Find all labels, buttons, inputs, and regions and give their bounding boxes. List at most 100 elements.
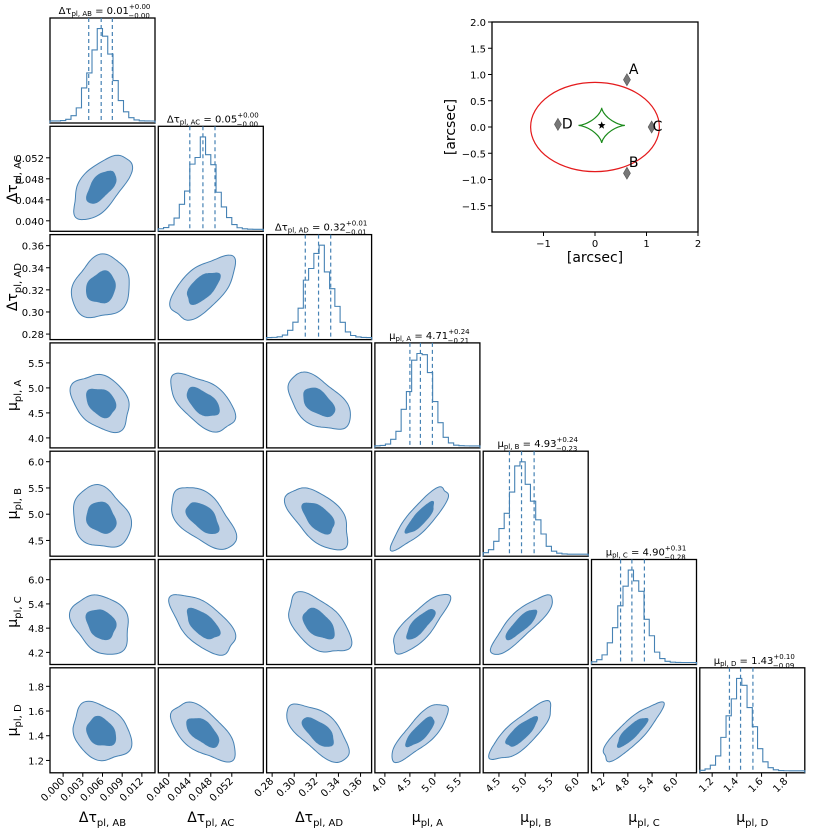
histogram-title-5: μpl, C = 4.90+0.31 −0.28 [606,545,687,562]
contour-panel-6-2 [265,667,373,774]
lens-x-tick-label: 1 [643,239,649,250]
x-tick-label: 5.0 [510,776,529,795]
y-axis-label-3: μpl, A [5,380,24,411]
y-tick-label: 5.4 [28,600,44,611]
x-tick-label: 5.4 [637,776,656,795]
x-tick-label: 4.2 [589,776,608,795]
image-label-A: A [629,62,639,78]
contour-frame [265,667,373,774]
contour-layers [68,594,129,655]
x-tick-label: 0.052 [208,776,236,804]
histogram-frame [157,125,264,232]
contour-panel-3-2 [265,342,373,449]
contour-layers [72,700,133,762]
contour-panel-5-0 [49,558,156,666]
lensed-image-marker [623,166,631,180]
y-axis-label-6: μpl, D [5,704,24,736]
contour-frame [482,667,589,774]
x-tick-label: 4.5 [484,776,503,795]
histogram-panel-3: μpl, A = 4.71+0.24 −0.21 [374,328,481,449]
y-tick-label: 1.8 [28,682,44,693]
contour-panel-2-1 [157,233,264,341]
lens-frame [491,21,699,233]
contour-frame [157,450,264,557]
x-tick-label: 0.32 [297,776,321,800]
histogram-title-6: μpl, D = 1.43+0.10 −0.09 [714,653,795,670]
contour-inner [86,501,117,534]
contour-panel-5-1 [157,558,264,666]
contour-frame [265,450,373,557]
y-tick-label: 4.2 [28,648,44,659]
contour-layers [73,154,134,221]
y-tick-label: 1.6 [28,707,44,718]
y-tick-label: 0.040 [15,217,44,228]
x-tick-label: 0.34 [319,776,343,800]
x-tick-label: 0.30 [275,776,299,800]
contour-layers [286,703,350,763]
contour-panel-3-0 [49,342,156,449]
contour-layers [489,594,553,655]
histogram-title-2: Δτpl, AD = 0.32+0.01 −0.01 [275,220,367,237]
contour-frame [49,558,156,666]
contour-inner [302,607,335,640]
lens-y-tick-label: 0.0 [470,123,486,134]
contour-inner [86,388,117,419]
contour-layers [287,371,351,430]
contour-panel-2-0 [49,233,156,341]
x-axis-label-0: Δτpl, AB [79,810,126,829]
contour-inner [186,386,220,417]
contour-layers [391,704,449,764]
lens-model-panel: A B C D −1 0 1 2 −1.5 −1.0 −0.5 0.0 0.5 1.0 1.5 2.0 [arc… [443,18,701,266]
contour-inner [186,607,221,640]
histogram-panel-1: Δτpl, AC = 0.05+0.00 −0.00 [157,111,264,232]
x-tick-label: 4.0 [370,776,389,795]
contour-frame [482,558,589,666]
contour-inner [616,718,649,748]
image-label-B: B [629,155,639,171]
x-axis-label-1: Δτpl, AC [187,810,234,829]
contour-panel-6-1 [157,667,264,774]
x-axis-label-4: μpl, B [520,810,551,829]
contour-layers [488,699,552,760]
x-tick-label: 4.5 [395,776,414,795]
contour-panel-4-3 [374,450,481,557]
contour-layers [169,254,237,321]
y-axis-label-5: μpl, C [5,596,24,627]
source-star [597,121,606,129]
y-tick-label: 5.5 [28,359,44,370]
contour-frame [590,667,698,774]
y-tick-label: 1.2 [28,756,44,767]
contour-layers [393,593,452,655]
y-axis-label-2: Δτpl, AD [5,263,24,311]
histogram-panel-4: μpl, B = 4.93+0.24 −0.23 [482,436,589,557]
lens-x-tick-label: 0 [592,239,598,250]
histogram-panel-2: Δτpl, AD = 0.32+0.01 −0.01 [265,220,373,341]
y-tick-label: 0.36 [22,242,44,253]
contour-inner [185,502,220,535]
histogram-title-4: μpl, B = 4.93+0.24 −0.23 [497,436,578,453]
contour-panel-5-2 [265,558,373,666]
contour-panel-1-0 [49,125,156,232]
contour-frame [49,233,156,341]
contour-inner [85,609,117,641]
contour-frame [157,342,264,449]
histogram-panel-0: Δτpl, AB = 0.01+0.00 −0.00 [49,3,156,124]
y-tick-label: 4.5 [28,409,44,420]
contour-layers [73,483,133,548]
x-tick-label: 1.2 [697,776,716,795]
contour-layers [70,253,130,319]
lens-x-tick-label: 2 [695,239,701,250]
y-tick-label: 5.0 [28,384,44,395]
y-tick-label: 6.0 [28,576,44,587]
contour-layers [171,487,238,550]
lens-y-tick-label: −1.5 [462,202,486,213]
contour-inner [301,717,334,747]
lens-y-tick-label: 1.5 [470,44,486,55]
contour-layers [389,486,450,552]
y-tick-label: 0.048 [15,175,44,186]
contour-frame [374,558,481,666]
contour-inner [86,170,117,204]
contour-panel-4-2 [265,450,373,557]
